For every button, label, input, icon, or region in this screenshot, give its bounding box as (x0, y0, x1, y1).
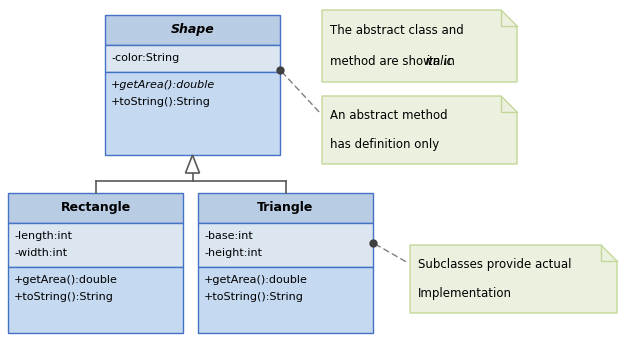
FancyBboxPatch shape (8, 223, 183, 267)
Text: -length:int: -length:int (14, 231, 72, 241)
FancyBboxPatch shape (198, 223, 373, 267)
Text: Subclasses provide actual: Subclasses provide actual (418, 258, 572, 270)
Text: Triangle: Triangle (257, 201, 314, 214)
Text: Rectangle: Rectangle (60, 201, 131, 214)
Text: +getArea():double: +getArea():double (111, 80, 215, 90)
Polygon shape (186, 155, 199, 173)
FancyBboxPatch shape (105, 72, 280, 155)
Text: +getArea():double: +getArea():double (204, 275, 308, 285)
Text: -height:int: -height:int (204, 248, 262, 258)
FancyBboxPatch shape (8, 193, 183, 223)
Text: An abstract method: An abstract method (330, 109, 448, 121)
Text: method are shown in: method are shown in (330, 55, 459, 68)
Text: has definition only: has definition only (330, 139, 439, 151)
Text: +getArea():double: +getArea():double (14, 275, 118, 285)
Text: +toString():String: +toString():String (204, 292, 304, 302)
Polygon shape (410, 245, 617, 313)
FancyBboxPatch shape (198, 193, 373, 223)
Text: +toString():String: +toString():String (111, 97, 211, 107)
FancyBboxPatch shape (198, 267, 373, 333)
Polygon shape (322, 96, 517, 164)
FancyBboxPatch shape (105, 45, 280, 72)
Polygon shape (322, 10, 517, 82)
Text: italic: italic (426, 55, 454, 68)
Text: Shape: Shape (170, 24, 214, 37)
Text: The abstract class and: The abstract class and (330, 24, 464, 37)
Text: +toString():String: +toString():String (14, 292, 114, 302)
FancyBboxPatch shape (8, 267, 183, 333)
Text: -color:String: -color:String (111, 53, 179, 63)
Text: -base:int: -base:int (204, 231, 253, 241)
Text: Implementation: Implementation (418, 287, 512, 300)
Text: -width:int: -width:int (14, 248, 67, 258)
FancyBboxPatch shape (105, 15, 280, 45)
